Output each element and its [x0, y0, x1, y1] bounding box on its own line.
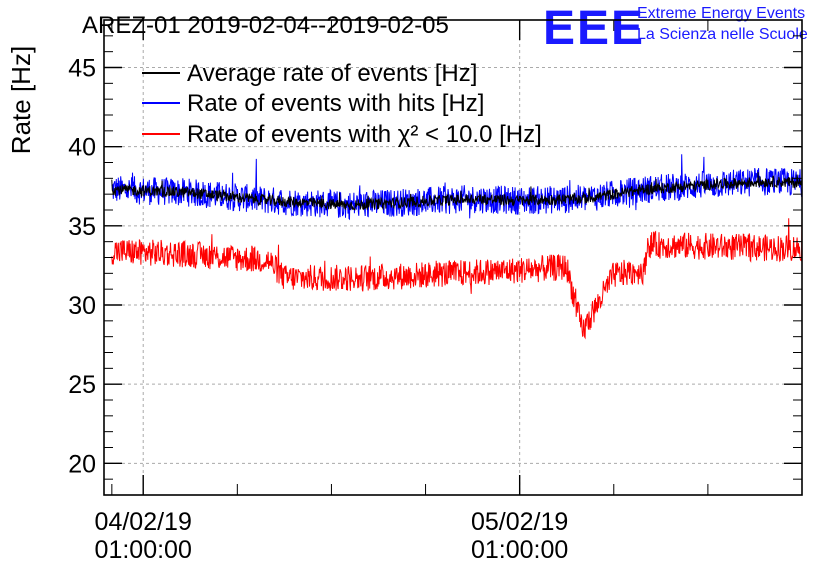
chart-title: AREZ-01 2019-02-04--2019-02-05: [82, 12, 449, 39]
axis-ticks: [104, 19, 803, 496]
grid-lines: [104, 20, 802, 495]
y-tick-label: 30: [68, 292, 96, 320]
y-tick-label: 20: [68, 450, 96, 478]
series-chi2: [111, 218, 803, 340]
tick-labels: 20253035404504/02/1901:00:0005/02/1901:0…: [68, 55, 568, 565]
x-tick-time: 01:00:00: [471, 536, 568, 564]
legend-hits-label: Rate of events with hits [Hz]: [187, 90, 484, 117]
x-tick-date: 04/02/19: [95, 508, 192, 536]
x-tick-time: 01:00:00: [95, 536, 192, 564]
legend: Average rate of events [Hz] Rate of event…: [142, 60, 542, 148]
y-tick-label: 25: [68, 371, 96, 399]
legend-average-label: Average rate of events [Hz]: [187, 60, 477, 87]
series-average: [111, 172, 803, 211]
y-axis-label: Rate [Hz]: [6, 46, 36, 154]
legend-chi2-label: Rate of events with χ² < 10.0 [Hz]: [187, 121, 542, 148]
series-layer: [111, 154, 803, 340]
x-tick-date: 05/02/19: [471, 508, 568, 536]
logo-line-1: Extreme Energy Events: [637, 5, 805, 22]
eee-logo: EEE Extreme Energy Events La Scienza nel…: [543, 2, 808, 55]
logo-line-2: La Scienza nelle Scuole: [637, 26, 808, 43]
logo-mark: EEE: [543, 2, 645, 55]
y-tick-label: 40: [68, 134, 96, 162]
y-tick-label: 45: [68, 55, 96, 83]
y-tick-label: 35: [68, 213, 96, 241]
